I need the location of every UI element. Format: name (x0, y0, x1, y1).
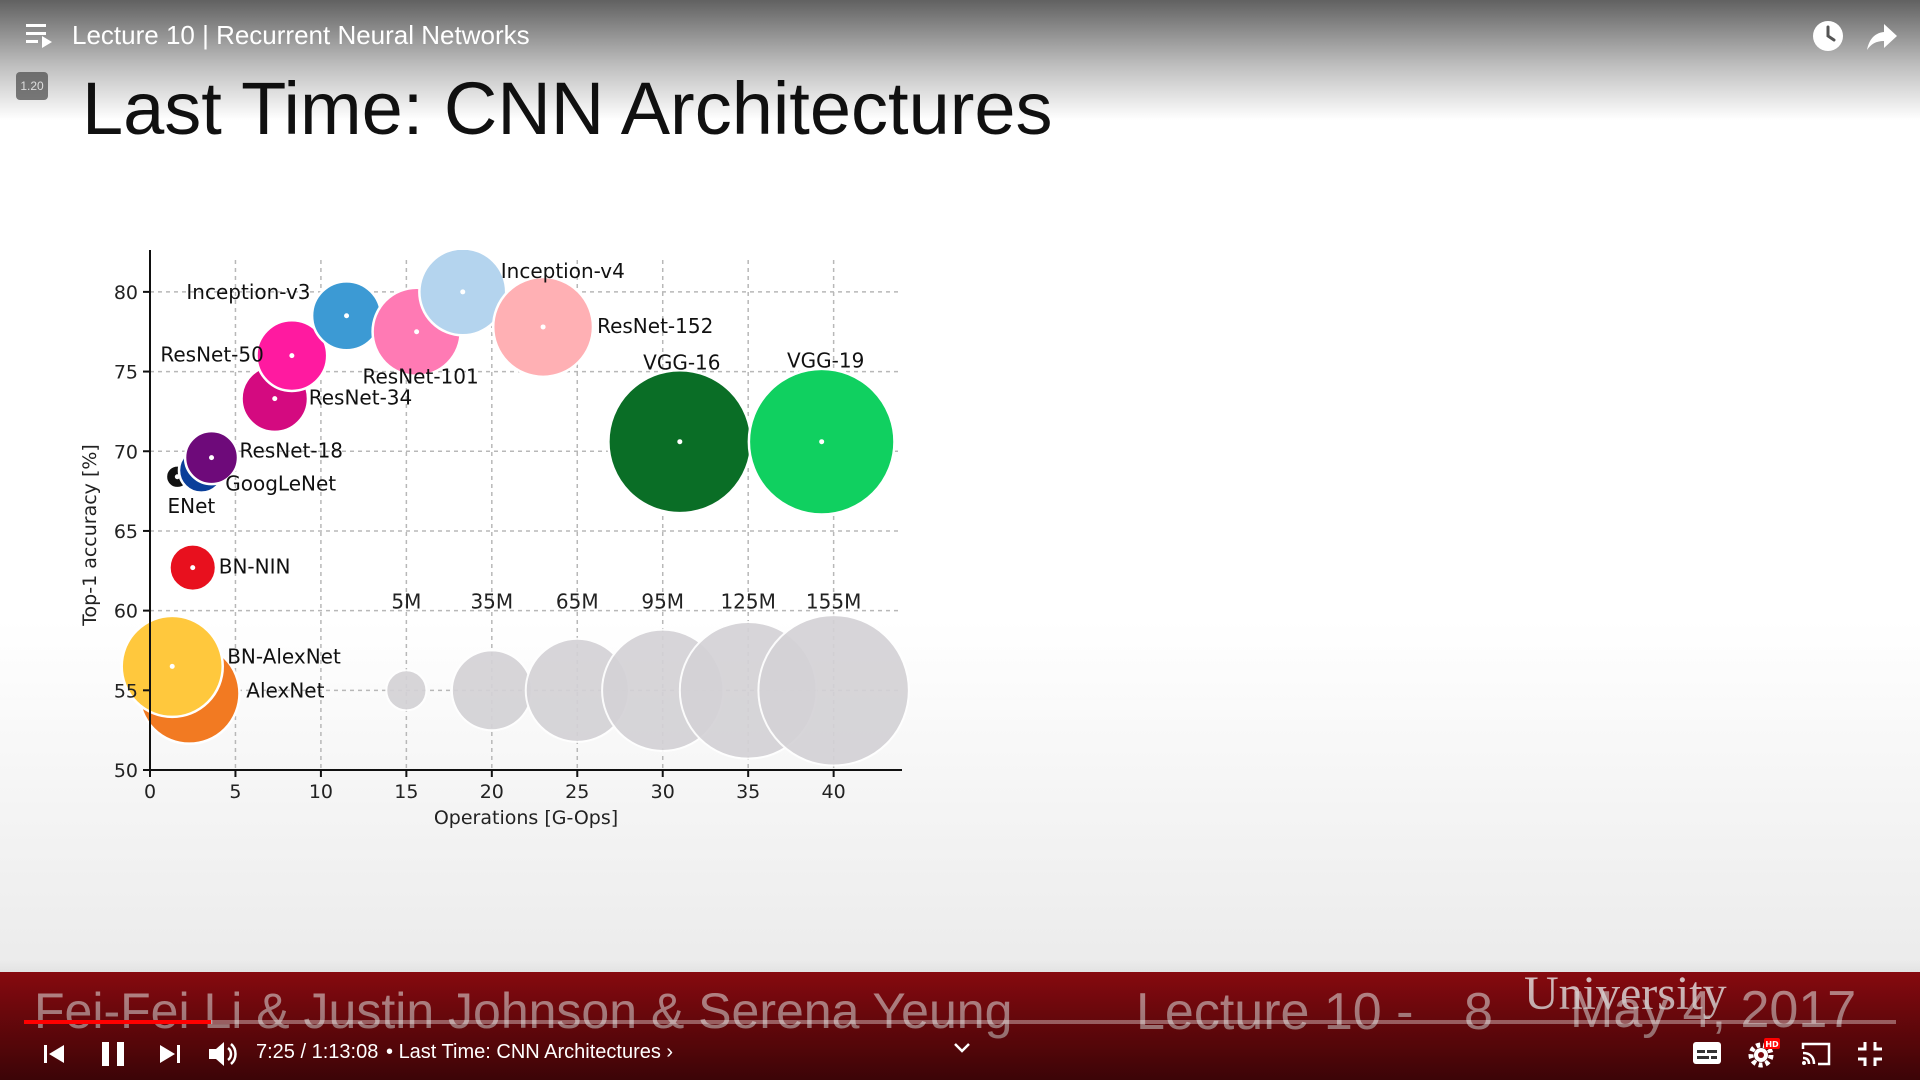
x-tick-label: 25 (565, 781, 589, 803)
skip-previous-button[interactable] (40, 1040, 68, 1068)
gear-icon: HD (1748, 1038, 1780, 1068)
bubble-center-dot (344, 313, 350, 319)
point-label: VGG-19 (787, 349, 864, 373)
point-label: VGG-16 (643, 351, 720, 375)
y-tick-label: 65 (114, 521, 138, 543)
size-legend-label: 65M (556, 590, 599, 614)
size-legend-bubble (385, 669, 428, 712)
point-label: AlexNet (246, 679, 324, 703)
footer-page-number: 8 (1464, 983, 1493, 1041)
exit-fullscreen-icon (1858, 1042, 1882, 1066)
playlist-icon[interactable] (26, 22, 56, 48)
bubble-center-dot (819, 439, 825, 445)
size-legend-label: 125M (720, 590, 775, 614)
point-label: ENet (167, 494, 215, 518)
chapter-title: Last Time: CNN Architectures (398, 1041, 661, 1063)
x-tick-label: 5 (229, 781, 241, 803)
size-legend-bubble (450, 649, 533, 732)
bubble-center-dot (540, 324, 546, 330)
x-tick-label: 0 (144, 781, 156, 803)
point-label: ResNet-101 (363, 365, 479, 389)
bubble-chart: 0 5 10 15 20 25 30 35 40 50 55 60 65 70 75 80 Operations… (79, 250, 910, 829)
skip-next-button[interactable] (156, 1040, 184, 1068)
y-tick-label: 70 (114, 441, 138, 463)
y-tick-label: 75 (114, 362, 138, 384)
point-label: ResNet-50 (160, 343, 264, 367)
y-tick-label: 60 (114, 601, 138, 623)
size-legend-label: 35M (470, 590, 513, 614)
progress-bar[interactable] (24, 1020, 1896, 1024)
bubble-center-dot (209, 455, 215, 461)
point-label: BN-AlexNet (227, 644, 341, 668)
subtitles-button[interactable] (1692, 1040, 1722, 1066)
footer-lecture: Lecture 10 - (1136, 983, 1414, 1041)
chart-labels: 5M 35M 65M 95M 125M 155M AlexNet BN-AlexNet BN-N… (160, 259, 864, 703)
x-tick-label: 30 (651, 781, 675, 803)
bubble-center-dot (272, 396, 278, 402)
footer-date: May 4, 2017 (1570, 981, 1857, 1039)
footer-authors: Fei-Fei Li & Justin Johnson & Serena Yeu… (34, 983, 1013, 1039)
cast-button[interactable] (1800, 1040, 1832, 1068)
point-label: GoogLeNet (225, 471, 336, 495)
point-label: ResNet-18 (240, 439, 344, 463)
share-arrow-icon[interactable] (1866, 22, 1898, 52)
point-label: ResNet-34 (309, 386, 413, 410)
skip-next-icon (160, 1045, 180, 1063)
size-legend-label: 95M (641, 590, 684, 614)
bubble-center-dot (190, 565, 196, 571)
duration: 1:13:08 (311, 1041, 379, 1063)
bubble-center-dot (289, 353, 295, 359)
size-legend-bubble (757, 614, 910, 767)
point-label: Inception-v3 (186, 280, 310, 304)
clock-icon[interactable] (1812, 20, 1844, 52)
exit-fullscreen-button[interactable] (1856, 1040, 1884, 1068)
chapter-chevron-icon: › (660, 1041, 674, 1063)
settings-button[interactable]: HD (1746, 1036, 1780, 1070)
size-legend-label: 155M (806, 590, 861, 614)
point-label: Inception-v4 (501, 259, 625, 283)
cast-icon (1801, 1042, 1831, 1066)
y-axis-label: Top-1 accuracy [%] (79, 444, 101, 627)
bubble-center-dot (460, 289, 466, 295)
bubble-center-dot (677, 439, 683, 445)
point-label: ResNet-152 (597, 314, 713, 338)
progress-played (24, 1020, 212, 1024)
pause-icon (102, 1042, 124, 1066)
volume-icon (209, 1042, 237, 1066)
x-tick-label: 10 (309, 781, 333, 803)
chart-points (120, 250, 896, 745)
chapter-bullet: • (386, 1041, 399, 1063)
chapter-link[interactable]: • Last Time: CNN Architectures › (386, 1041, 673, 1064)
skip-previous-icon (44, 1045, 64, 1063)
x-tick-label: 20 (480, 781, 504, 803)
subtitles-icon (1693, 1042, 1721, 1064)
point-label: BN-NIN (219, 555, 291, 579)
x-tick-label: 15 (394, 781, 418, 803)
current-time: 7:25 (256, 1041, 295, 1063)
y-tick-label: 50 (114, 760, 138, 782)
x-tick-label: 40 (822, 781, 846, 803)
x-axis-label: Operations [G-Ops] (434, 807, 618, 829)
slide-footer-banner: Fei-Fei Li & Justin Johnson & Serena Yeu… (0, 967, 1920, 1080)
size-legend-label: 5M (391, 590, 421, 614)
y-tick-label: 80 (114, 282, 138, 304)
bubble-center-dot (414, 329, 420, 335)
pause-button[interactable] (98, 1038, 128, 1070)
x-tick-label: 35 (736, 781, 760, 803)
hd-badge: HD (1765, 1040, 1779, 1049)
slide-frame: Last Time: CNN Architectures 0 5 10 15 20 25 3… (0, 0, 1920, 972)
bubble-center-dot (169, 663, 175, 669)
y-tick-label: 55 (114, 680, 138, 702)
chart-axes: 0 5 10 15 20 25 30 35 40 50 55 60 65 70 75 80 Operations… (79, 250, 902, 829)
chevron-down-icon[interactable] (950, 1038, 974, 1058)
size-legend (385, 614, 910, 767)
time-separator: / (300, 1041, 312, 1063)
footer-university-logo: University (1524, 967, 1727, 1020)
time-display: 7:25 / 1:13:08 (256, 1041, 378, 1064)
slide-title: Last Time: CNN Architectures (82, 67, 1053, 150)
volume-button[interactable] (206, 1038, 240, 1070)
